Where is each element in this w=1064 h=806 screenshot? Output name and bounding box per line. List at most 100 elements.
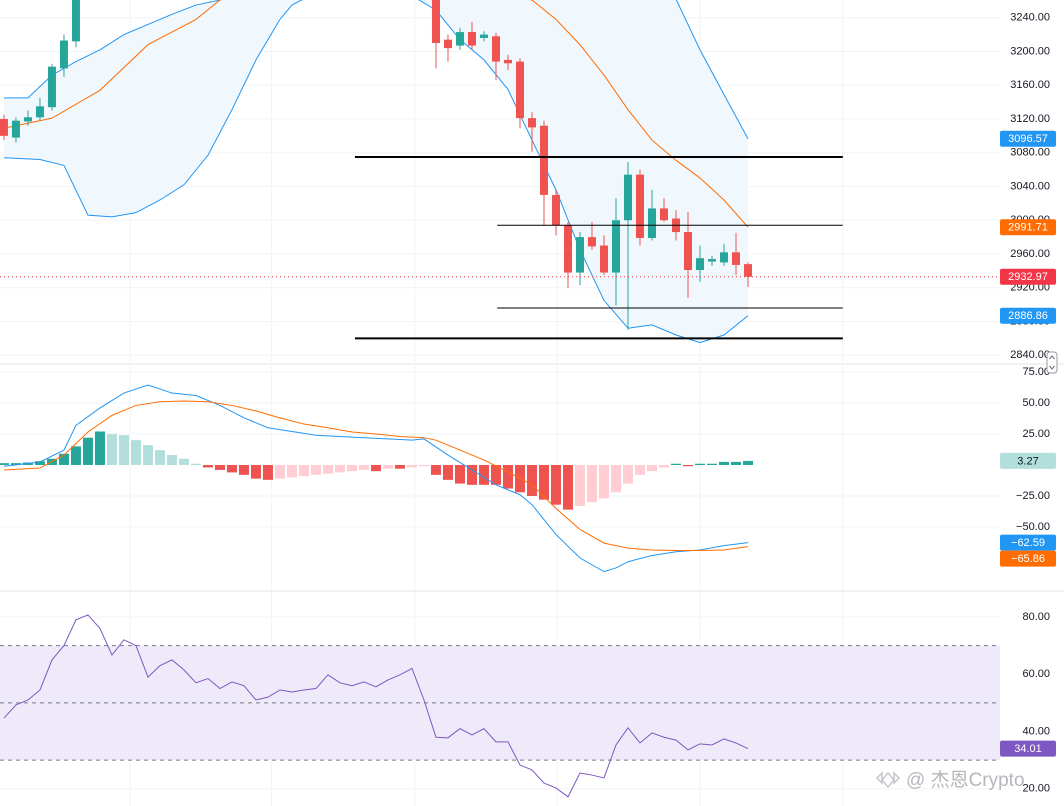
candle-body [647, 208, 656, 238]
histogram-bar [334, 464, 345, 473]
histogram-bar [538, 464, 549, 500]
indicator-line [3, 0, 749, 344]
indicator-line [3, 384, 749, 573]
candle-body [743, 264, 752, 277]
histogram-bar [370, 464, 381, 472]
y-tick-label: 20.00 [1022, 783, 1050, 795]
candle-body [575, 237, 584, 273]
y-tick-label: 3240.00 [1010, 12, 1050, 24]
histogram-bar [550, 464, 561, 505]
histogram-bar [562, 464, 573, 510]
histogram-bar [58, 453, 69, 465]
histogram-bar [622, 464, 633, 484]
y-tick-label: 25.00 [1022, 428, 1050, 440]
histogram-bar [0, 463, 9, 465]
candle-body [59, 40, 68, 69]
histogram-bar [166, 455, 177, 465]
scale-toggle-box[interactable] [1046, 351, 1058, 374]
price-badge [1000, 268, 1056, 285]
candle-body [503, 59, 512, 64]
price-badge-label: 3.27 [1017, 455, 1038, 467]
candle-body [0, 118, 8, 136]
candle-body [563, 225, 572, 273]
histogram-bar [262, 464, 273, 480]
watermark-logo [875, 771, 901, 789]
histogram-bar [646, 464, 657, 472]
histogram-bar [142, 445, 153, 465]
candle-body [479, 34, 488, 38]
price-badge [1000, 130, 1056, 147]
y-tick-label: 80.00 [1022, 611, 1050, 623]
candle-body [551, 194, 560, 226]
price-badge-label: −65.86 [1011, 553, 1045, 565]
candle-body [611, 220, 620, 273]
price-badge [1000, 219, 1056, 236]
histogram-bar [106, 433, 117, 465]
candle-body [527, 118, 536, 128]
histogram-bar [502, 464, 513, 489]
histogram-bar [226, 464, 237, 473]
histogram-bar [202, 464, 213, 468]
histogram-bar [478, 464, 489, 485]
candle-body [623, 174, 632, 221]
y-tick-label: 40.00 [1022, 725, 1050, 737]
price-badge-label: 2932.97 [1008, 271, 1048, 283]
candle-body [431, 0, 440, 44]
pane [0, 592, 1000, 806]
histogram-bar [94, 431, 105, 465]
candle-body [71, 0, 80, 42]
y-tick-label: −25.00 [1016, 490, 1050, 502]
histogram-bar [490, 464, 501, 485]
candle-body [467, 32, 476, 46]
histogram-bar [430, 464, 441, 475]
y-tick-label: 50.00 [1022, 397, 1050, 409]
histogram-bar [238, 464, 249, 475]
histogram-bar [34, 461, 45, 465]
scale-toggle-arrows [1049, 355, 1055, 370]
candle-body [11, 120, 20, 138]
histogram-bar [190, 463, 201, 465]
histogram-bar [442, 464, 453, 480]
histogram-bar [322, 464, 333, 474]
indicator-line [3, 614, 749, 798]
histogram-bar [454, 464, 465, 484]
y-tick-label: −50.00 [1016, 521, 1050, 533]
histogram-bar [526, 464, 537, 496]
price-badge-label: −62.59 [1011, 537, 1045, 549]
price-badge [1000, 452, 1056, 469]
candle-body [635, 174, 644, 238]
histogram-bar [394, 464, 405, 469]
candle-body [23, 117, 32, 122]
histogram-bar [298, 464, 309, 477]
pane [0, 0, 1000, 362]
candle-body [35, 106, 44, 118]
price-badge-label: 34.01 [1014, 743, 1042, 755]
price-badge-label: 2886.86 [1008, 310, 1048, 322]
histogram-bar [310, 464, 321, 475]
histogram-bar [178, 458, 189, 465]
histogram-bar [358, 464, 369, 470]
candle-body [47, 66, 56, 108]
price-badge [1000, 534, 1056, 551]
pane [0, 366, 1000, 590]
candle-body [599, 245, 608, 273]
y-tick-label: 3080.00 [1010, 147, 1050, 159]
histogram-bar [250, 464, 261, 479]
histogram-bar [274, 464, 285, 479]
candle-body [683, 232, 692, 271]
scale-toggle[interactable] [1046, 351, 1058, 374]
histogram-bar [214, 464, 225, 470]
price-badge [1000, 307, 1056, 324]
histogram-bar [598, 464, 609, 499]
histogram-bar [82, 437, 93, 465]
y-tick-label: 60.00 [1022, 668, 1050, 680]
candle-body [515, 61, 524, 119]
price-badge-label: 2991.71 [1008, 222, 1048, 234]
y-tick-label: 3160.00 [1010, 79, 1050, 91]
histogram-bar [70, 446, 81, 465]
histogram-bar [10, 463, 21, 465]
candle-body [731, 252, 740, 265]
band-fill [3, 0, 748, 343]
